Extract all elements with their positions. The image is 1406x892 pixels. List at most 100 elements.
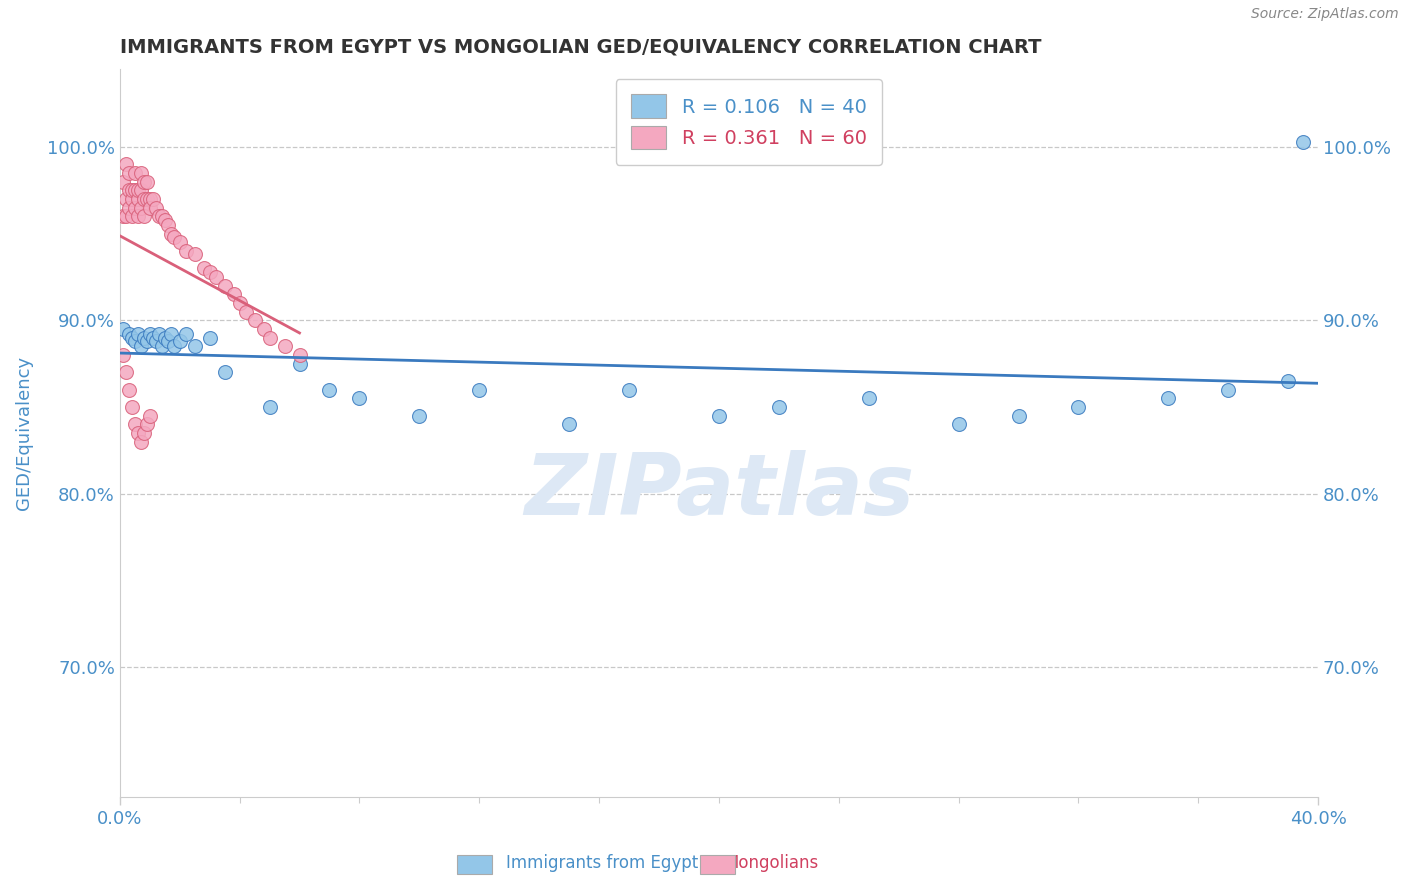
Point (129, 166, 152, 180)
Text: IMMIGRANTS FROM EGYPT VS MONGOLIAN GED/EQUIVALENCY CORRELATION CHART: IMMIGRANTS FROM EGYPT VS MONGOLIAN GED/E… (120, 37, 1042, 56)
Legend: R = 0.106   N = 40, R = 0.361   N = 60: R = 0.106 N = 40, R = 0.361 N = 60 (616, 78, 882, 165)
Point (132, 330, 155, 344)
Point (132, 192, 155, 206)
Text: Source: ZipAtlas.com: Source: ZipAtlas.com (1251, 7, 1399, 21)
Point (111, 209, 134, 223)
Text: Immigrants from Egypt: Immigrants from Egypt (506, 854, 699, 871)
Point (1277, 374, 1299, 388)
Point (156, 218, 179, 232)
Point (124, 201, 146, 215)
Point (858, 391, 880, 405)
Point (707, 409, 730, 423)
Point (259, 400, 281, 414)
Point (129, 183, 152, 197)
Point (1218, 383, 1240, 397)
Point (148, 209, 170, 223)
Point (163, 230, 186, 244)
Point (193, 261, 215, 276)
Point (235, 304, 257, 318)
Point (124, 166, 146, 180)
Point (142, 192, 165, 206)
Point (617, 383, 640, 397)
Point (135, 192, 157, 206)
Y-axis label: GED/Equivalency: GED/Equivalency (15, 356, 32, 510)
Point (222, 287, 245, 301)
Point (132, 209, 155, 223)
Point (118, 183, 141, 197)
Point (349, 391, 371, 405)
Point (124, 183, 146, 197)
Point (183, 247, 205, 261)
Point (228, 296, 250, 310)
Text: ZIPatlas: ZIPatlas (524, 450, 914, 533)
Point (142, 330, 165, 344)
Point (129, 201, 152, 215)
Point (174, 244, 197, 258)
Point (135, 175, 157, 189)
Point (111, 348, 134, 362)
Point (127, 327, 149, 342)
Point (111, 322, 134, 336)
Point (252, 322, 274, 336)
Point (135, 334, 157, 348)
Point (127, 192, 149, 206)
Point (118, 327, 141, 342)
Point (159, 327, 181, 342)
Point (121, 209, 143, 223)
Point (114, 192, 136, 206)
Point (198, 265, 221, 279)
Point (132, 175, 155, 189)
Point (1292, 135, 1315, 149)
Point (145, 334, 167, 348)
Point (169, 235, 191, 250)
Point (183, 339, 205, 353)
Point (153, 212, 176, 227)
Point (127, 209, 149, 223)
Point (121, 192, 143, 206)
Point (259, 330, 281, 344)
Point (150, 339, 173, 353)
Point (118, 201, 141, 215)
Point (138, 409, 160, 423)
Point (174, 327, 197, 342)
Point (138, 201, 160, 215)
Point (169, 334, 191, 348)
Point (214, 365, 236, 379)
Point (135, 417, 157, 432)
Point (118, 166, 141, 180)
Point (288, 348, 311, 362)
Text: Mongolians: Mongolians (724, 854, 818, 871)
Point (159, 227, 181, 241)
Point (124, 417, 146, 432)
Point (198, 330, 221, 344)
Point (273, 339, 295, 353)
Point (214, 278, 236, 293)
Point (288, 357, 311, 371)
Point (204, 269, 226, 284)
Point (138, 192, 160, 206)
Point (1007, 409, 1029, 423)
Point (129, 339, 152, 353)
Point (111, 175, 134, 189)
Point (118, 383, 141, 397)
Point (243, 313, 266, 327)
Point (132, 425, 155, 440)
Point (148, 327, 170, 342)
Point (124, 334, 146, 348)
Point (1067, 400, 1090, 414)
Point (408, 409, 430, 423)
Point (768, 400, 790, 414)
Point (114, 157, 136, 171)
Point (121, 330, 143, 344)
Point (129, 434, 152, 449)
Point (948, 417, 970, 432)
Point (558, 417, 581, 432)
Point (121, 183, 143, 197)
Point (153, 330, 176, 344)
Point (1157, 391, 1180, 405)
Point (114, 209, 136, 223)
Point (127, 425, 149, 440)
Point (114, 365, 136, 379)
Point (121, 400, 143, 414)
Point (468, 383, 491, 397)
